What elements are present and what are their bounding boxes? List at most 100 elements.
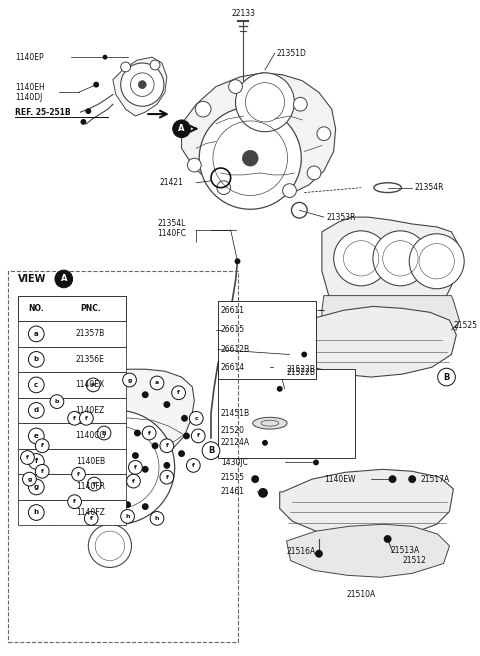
Circle shape [28, 352, 44, 367]
Circle shape [38, 464, 45, 471]
Circle shape [36, 454, 43, 461]
Circle shape [228, 80, 242, 93]
Circle shape [195, 101, 211, 117]
Text: g: g [127, 377, 132, 382]
Text: 21515: 21515 [221, 473, 245, 482]
Text: h: h [125, 514, 130, 519]
Circle shape [373, 231, 428, 286]
Circle shape [83, 426, 90, 434]
Bar [18, 372, 126, 398]
Circle shape [313, 459, 319, 465]
Text: 21510A: 21510A [347, 590, 376, 600]
Circle shape [315, 550, 323, 558]
Text: A: A [178, 124, 185, 133]
Circle shape [150, 376, 164, 390]
Text: b: b [34, 356, 39, 362]
Text: 21513A: 21513A [391, 546, 420, 555]
Polygon shape [29, 369, 194, 467]
Text: f: f [73, 499, 76, 504]
Bar [218, 300, 316, 379]
Text: 1140CG: 1140CG [75, 432, 106, 440]
Text: 21517A: 21517A [420, 475, 449, 483]
Circle shape [258, 488, 268, 498]
Ellipse shape [252, 417, 287, 429]
Polygon shape [289, 306, 456, 377]
Polygon shape [181, 73, 336, 197]
Circle shape [389, 475, 396, 483]
Text: 21516A: 21516A [287, 547, 316, 556]
Circle shape [72, 467, 85, 481]
Text: 21351D: 21351D [277, 49, 307, 58]
Circle shape [236, 73, 294, 132]
Text: 21525: 21525 [454, 321, 478, 329]
Text: f: f [132, 479, 135, 483]
Circle shape [100, 503, 107, 510]
Circle shape [50, 442, 58, 449]
Circle shape [181, 415, 188, 422]
Text: 26611: 26611 [221, 306, 245, 315]
Text: 1140EX: 1140EX [76, 380, 105, 390]
Bar [218, 369, 355, 457]
Text: 21354L: 21354L [157, 220, 185, 228]
Circle shape [251, 475, 259, 483]
Circle shape [301, 352, 307, 358]
Circle shape [283, 184, 296, 197]
Text: B: B [208, 446, 214, 455]
Circle shape [163, 401, 170, 408]
Text: f: f [41, 469, 44, 474]
Text: 21354R: 21354R [414, 183, 444, 192]
Circle shape [83, 499, 90, 505]
Circle shape [235, 258, 240, 264]
Text: f: f [73, 416, 76, 420]
Circle shape [87, 459, 94, 466]
Circle shape [183, 432, 190, 440]
Text: 1140EB: 1140EB [76, 457, 105, 466]
Circle shape [93, 82, 99, 87]
Text: 22133: 22133 [231, 9, 255, 18]
Circle shape [36, 439, 49, 453]
Text: 26614: 26614 [221, 363, 245, 372]
Text: 21461: 21461 [221, 487, 245, 497]
Text: 21520: 21520 [221, 426, 245, 434]
Text: f: f [148, 430, 151, 436]
Circle shape [172, 386, 185, 400]
Circle shape [127, 474, 140, 488]
Circle shape [150, 60, 160, 70]
Circle shape [65, 410, 72, 417]
Circle shape [142, 426, 156, 440]
Circle shape [188, 158, 201, 172]
Circle shape [142, 391, 149, 398]
Circle shape [28, 377, 44, 393]
Text: e: e [34, 433, 39, 439]
Circle shape [173, 120, 191, 138]
Text: 26612B: 26612B [221, 345, 250, 354]
Circle shape [132, 452, 139, 459]
Text: d: d [34, 407, 39, 413]
Circle shape [21, 451, 35, 464]
Circle shape [262, 440, 268, 446]
Text: h: h [34, 510, 39, 516]
Text: 1140FZ: 1140FZ [76, 508, 105, 517]
Text: 22124A: 22124A [221, 438, 250, 447]
Text: c: c [34, 382, 38, 388]
Circle shape [408, 475, 416, 483]
Text: f: f [197, 434, 200, 438]
Bar [8, 271, 239, 642]
Circle shape [50, 395, 64, 409]
Text: f: f [166, 443, 168, 448]
Text: a: a [155, 380, 159, 386]
Text: VIEW: VIEW [18, 274, 46, 284]
Text: f: f [35, 459, 38, 464]
Circle shape [120, 63, 164, 106]
Polygon shape [322, 217, 459, 318]
Circle shape [28, 428, 44, 444]
Circle shape [186, 459, 200, 472]
Text: 21353R: 21353R [327, 213, 356, 222]
Text: B: B [444, 373, 450, 382]
Text: 1430JC: 1430JC [221, 458, 248, 467]
Circle shape [23, 472, 36, 486]
Circle shape [97, 426, 111, 440]
Circle shape [134, 430, 141, 436]
Circle shape [80, 411, 93, 425]
Circle shape [88, 524, 132, 567]
